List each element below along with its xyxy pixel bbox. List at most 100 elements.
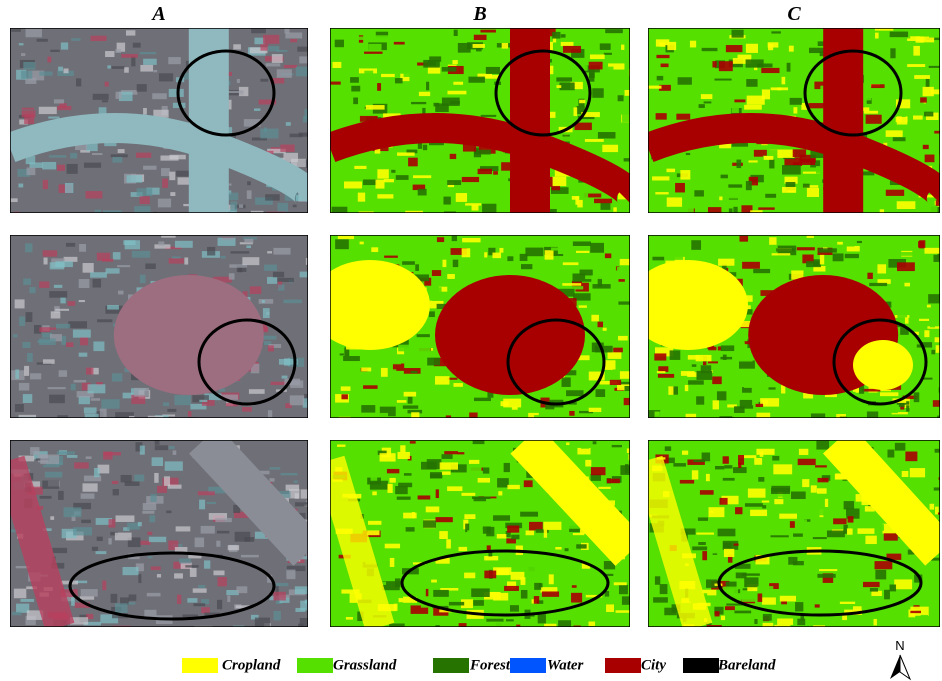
texture (340, 353, 344, 355)
texture (109, 519, 116, 528)
texture (335, 40, 344, 48)
texture (818, 478, 829, 482)
texture (81, 520, 91, 523)
texture (484, 252, 487, 257)
texture (671, 253, 683, 260)
texture (624, 398, 640, 405)
texture (184, 257, 188, 264)
texture (590, 243, 604, 253)
texture (290, 134, 303, 138)
texture (368, 44, 381, 51)
texture (143, 166, 156, 170)
texture (377, 83, 381, 91)
texture (573, 533, 584, 535)
texture (936, 345, 942, 353)
texture (846, 508, 860, 515)
texture (259, 299, 274, 304)
texture (411, 371, 418, 373)
texture (699, 104, 705, 108)
texture (428, 60, 436, 65)
texture (364, 71, 373, 75)
texture (806, 261, 821, 267)
texture (534, 596, 539, 604)
texture (358, 193, 365, 202)
texture (19, 317, 25, 326)
texture (422, 480, 439, 486)
texture (729, 208, 733, 215)
texture (776, 248, 794, 251)
column-header: C (787, 3, 801, 25)
texture (742, 597, 758, 602)
texture (827, 531, 845, 538)
texture (746, 181, 752, 190)
texture (486, 619, 503, 622)
texture (400, 445, 405, 452)
texture (752, 379, 759, 386)
texture (142, 511, 154, 514)
texture (123, 567, 139, 575)
texture (933, 255, 942, 262)
texture (562, 283, 581, 286)
texture (896, 117, 908, 122)
texture (433, 590, 449, 597)
texture (416, 37, 433, 45)
texture (447, 486, 462, 491)
texture (728, 190, 741, 199)
texture (286, 122, 291, 126)
texture (516, 625, 520, 630)
texture (293, 205, 297, 208)
texture (880, 209, 884, 214)
texture (617, 284, 630, 291)
texture (411, 102, 426, 104)
texture (73, 330, 91, 338)
texture (933, 400, 942, 407)
texture (297, 47, 313, 52)
texture (700, 490, 714, 495)
city-area (114, 275, 264, 395)
texture (430, 472, 442, 478)
texture (90, 272, 107, 277)
texture (756, 404, 763, 407)
texture (67, 301, 75, 306)
texture (521, 264, 532, 269)
texture (283, 300, 301, 304)
texture (815, 604, 820, 607)
texture (363, 179, 377, 185)
texture (737, 477, 743, 482)
texture (111, 594, 118, 603)
texture (440, 462, 458, 469)
texture (263, 336, 276, 340)
texture (39, 71, 52, 75)
texture (93, 279, 102, 288)
texture (556, 564, 564, 572)
texture (269, 467, 280, 469)
texture (300, 601, 310, 611)
texture (384, 256, 398, 258)
texture (360, 242, 364, 245)
texture (739, 377, 753, 387)
texture (193, 603, 205, 606)
texture (817, 488, 827, 493)
texture (432, 270, 441, 276)
texture (116, 515, 135, 522)
texture (618, 301, 629, 304)
texture (696, 396, 704, 404)
texture (102, 581, 106, 591)
texture (71, 384, 76, 391)
texture (402, 261, 415, 265)
texture (507, 485, 519, 489)
texture (285, 33, 302, 39)
texture (725, 606, 735, 610)
texture (454, 30, 458, 36)
texture (577, 448, 590, 455)
texture (715, 157, 732, 162)
texture (92, 547, 98, 551)
texture (750, 210, 762, 216)
texture (74, 380, 86, 383)
texture (95, 210, 101, 214)
texture (469, 460, 479, 464)
texture (330, 418, 342, 423)
texture (667, 197, 682, 206)
texture (352, 375, 370, 382)
texture (195, 538, 204, 548)
